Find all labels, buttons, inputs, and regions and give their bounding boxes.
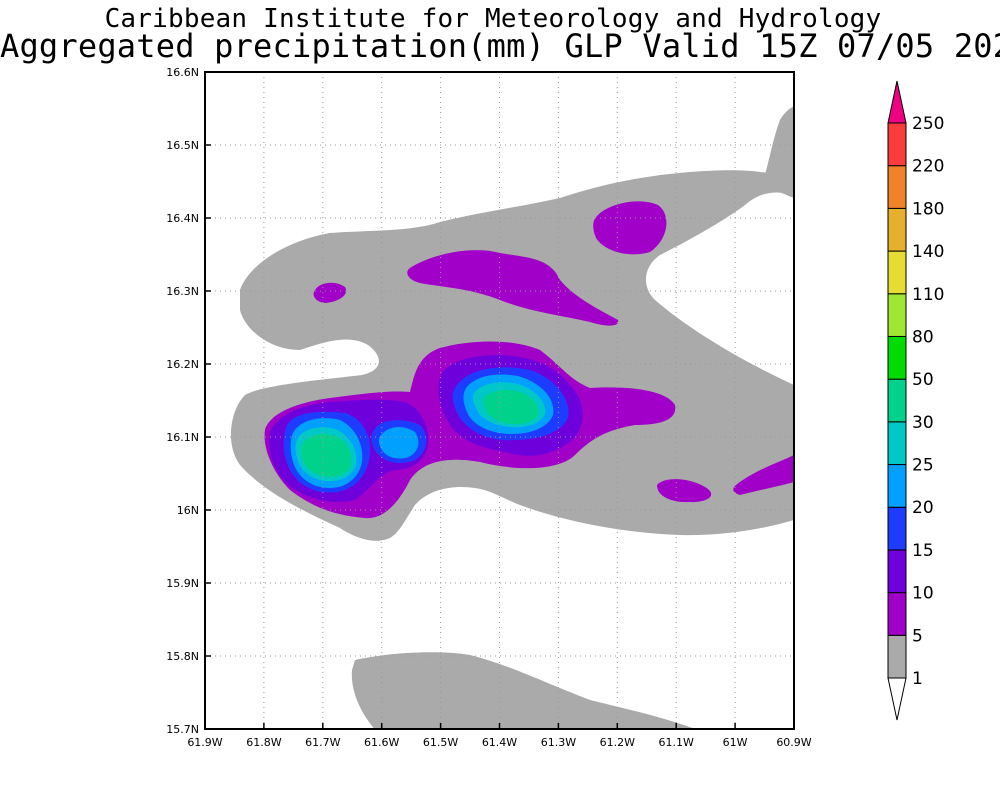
y-tick-label: 16.6N: [166, 66, 199, 79]
x-tick-label: 61.7W: [305, 736, 340, 749]
y-tick-label: 16.5N: [166, 139, 199, 152]
legend-label: 25: [912, 456, 934, 476]
precip-cell-far-east: [733, 455, 794, 495]
legend-swatch: [887, 634, 907, 679]
precip-band-south: [351, 652, 695, 729]
precip-band-mid: [407, 250, 619, 326]
y-tick-label: 15.7N: [166, 723, 199, 736]
x-axis: 61.9W 61.8W 61.7W 61.6W 61.5W 61.4W 61.3W 61.2W…: [187, 723, 812, 749]
y-tick-label: 16.1N: [166, 431, 199, 444]
precip-level-30: [300, 390, 539, 478]
y-tick-label: 15.9N: [166, 577, 199, 590]
y-tick-label: 15.8N: [166, 650, 199, 663]
precip-cell-ne: [593, 201, 667, 255]
legend-label: 110: [912, 285, 944, 305]
legend-label: 30: [912, 413, 934, 433]
x-tick-label: 61.8W: [246, 736, 281, 749]
legend-over-triangle: [887, 80, 907, 124]
x-tick-label: 61.5W: [423, 736, 458, 749]
legend-swatch: [887, 592, 907, 636]
y-tick-label: 16.2N: [166, 358, 199, 371]
legend-under-triangle: [887, 677, 907, 721]
precip-band-ne: [760, 106, 794, 198]
x-tick-label: 61.4W: [482, 736, 517, 749]
legend-label: 50: [912, 370, 934, 390]
x-tick-label: 61.9W: [187, 736, 222, 749]
x-tick-label: 61.2W: [600, 736, 635, 749]
legend-label: 140: [912, 242, 944, 262]
x-tick-label: 61.6W: [364, 736, 399, 749]
legend-label: 220: [912, 157, 944, 177]
precip-cell-east: [657, 479, 712, 503]
legend-swatch: [887, 378, 907, 423]
legend-swatch: [887, 421, 907, 466]
x-tick-label: 61.1W: [659, 736, 694, 749]
precip-cell-small: [313, 282, 347, 303]
x-tick-label: 61W: [723, 736, 748, 749]
chart-subtitle: Aggregated precipitation(mm) GLP Valid 1…: [0, 27, 1000, 65]
map-grid: [205, 72, 794, 729]
legend-swatch: [887, 207, 907, 252]
legend-swatch: [887, 464, 907, 508]
x-tick-label: 60.9W: [776, 736, 811, 749]
legend-label: 5: [912, 626, 923, 646]
legend-label: 80: [912, 327, 934, 347]
legend-swatch: [887, 250, 907, 295]
legend-swatch: [887, 335, 907, 380]
legend-swatch: [887, 122, 907, 167]
legend-swatch: [887, 293, 907, 337]
legend-label: 15: [912, 541, 934, 561]
x-tick-label: 61.3W: [541, 736, 576, 749]
y-axis: 15.7N 15.8N 15.9N 16N 16.1N 16.2N 16.3N 16.4N 16…: [166, 66, 211, 736]
legend-label: 10: [912, 584, 934, 604]
precip-field: [230, 106, 794, 729]
legend-label: 1: [912, 669, 923, 689]
legend-label: 180: [912, 199, 944, 219]
chart-title: Caribbean Institute for Meteorology and …: [104, 4, 882, 34]
y-tick-label: 16N: [177, 504, 199, 517]
legend-label: 20: [912, 498, 934, 518]
y-tick-label: 16.3N: [166, 285, 199, 298]
legend-label: 250: [912, 114, 944, 134]
legend-swatch: [887, 506, 907, 551]
legend-swatch: [887, 165, 907, 209]
y-tick-label: 16.4N: [166, 212, 199, 225]
legend-swatch: [887, 549, 907, 594]
